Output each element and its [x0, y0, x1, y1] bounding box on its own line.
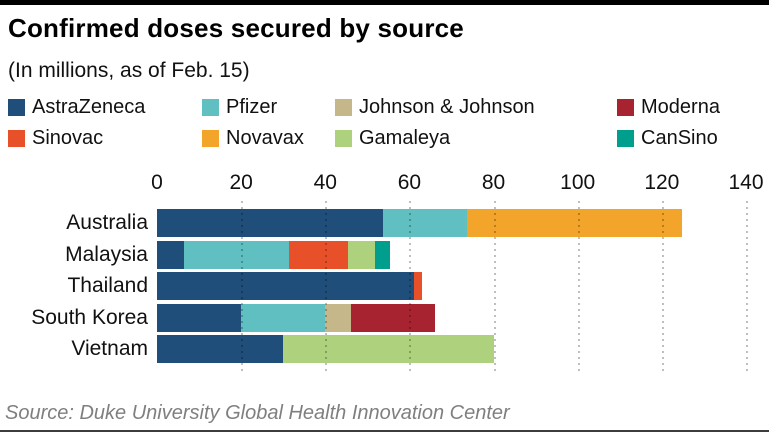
x-axis-tick-40: 40	[313, 171, 337, 194]
category-label-vietnam: Vietnam	[71, 337, 148, 360]
x-axis-tick-100: 100	[560, 171, 596, 194]
bar-row-thailand: Thailand	[0, 272, 769, 300]
x-axis-tick-140: 140	[728, 171, 764, 194]
legend-item-pfizer: Pfizer	[202, 95, 335, 118]
bar-segment-vietnam-gamaleya	[283, 335, 494, 363]
bar-row-australia: Australia	[0, 209, 769, 237]
category-label-australia: Australia	[66, 211, 148, 234]
legend-swatch-johnson-johnson	[335, 98, 352, 116]
legend: AstraZeneca Pfizer Johnson & Johnson Modern…	[8, 95, 764, 149]
bar-segment-malaysia-gamaleya	[347, 240, 375, 269]
x-axis-tick-0: 0	[151, 171, 163, 194]
category-label-malaysia: Malaysia	[65, 242, 148, 266]
legend-swatch-astrazeneca	[8, 98, 25, 116]
legend-swatch-sinovac	[8, 129, 25, 147]
top-accent-bar	[0, 0, 769, 5]
bar-segment-vietnam-astrazeneca	[157, 335, 284, 363]
category-label-south-korea: South Korea	[31, 305, 148, 329]
chart-subtitle: (In millions, as of Feb. 15)	[8, 59, 250, 82]
bar-segment-south-korea-pfizer	[241, 303, 326, 332]
legend-label-gamaleya: Gamaleya	[359, 126, 451, 149]
bar-track-south-korea	[157, 303, 435, 332]
x-axis-tick-60: 60	[397, 171, 422, 194]
bar-row-south-korea: South Korea	[0, 303, 769, 332]
legend-swatch-pfizer	[202, 98, 219, 116]
legend-label-sinovac: Sinovac	[32, 126, 104, 149]
legend-item-moderna: Moderna	[617, 95, 764, 118]
bar-segment-south-korea-moderna	[350, 303, 435, 332]
legend-swatch-cansino	[617, 129, 634, 147]
bar-segment-australia-novavax	[467, 209, 683, 237]
bottom-rule	[0, 430, 769, 432]
legend-label-moderna: Moderna	[641, 95, 720, 118]
bar-track-malaysia	[157, 240, 390, 269]
legend-label-astrazeneca: AstraZeneca	[32, 95, 146, 118]
bar-track-australia	[157, 209, 683, 237]
x-axis-tick-120: 120	[644, 171, 680, 194]
bar-track-thailand	[157, 272, 423, 300]
bar-row-malaysia: Malaysia	[0, 240, 769, 269]
bar-segment-australia-astrazeneca	[157, 209, 384, 237]
x-axis-tick-20: 20	[229, 171, 253, 194]
legend-item-sinovac: Sinovac	[8, 126, 202, 149]
legend-swatch-moderna	[617, 98, 634, 116]
category-label-thailand: Thailand	[67, 274, 148, 297]
legend-item-cansino: CanSino	[617, 126, 764, 149]
bar-segment-malaysia-sinovac	[289, 240, 348, 269]
legend-item-johnson-johnson: Johnson & Johnson	[335, 95, 617, 118]
bar-segment-malaysia-astrazeneca	[157, 240, 184, 269]
chart-title: Confirmed doses secured by source	[8, 13, 464, 43]
source-credit: Source: Duke University Global Health In…	[5, 402, 510, 424]
legend-item-novavax: Novavax	[202, 126, 335, 149]
bar-segment-thailand-sinovac	[413, 272, 423, 300]
bar-segment-australia-pfizer	[383, 209, 468, 237]
legend-swatch-gamaleya	[335, 129, 352, 147]
bar-segment-malaysia-cansino	[374, 240, 390, 269]
bar-track-vietnam	[157, 335, 494, 363]
legend-label-novavax: Novavax	[226, 126, 304, 149]
bar-segment-malaysia-pfizer	[183, 240, 290, 269]
bar-segment-thailand-astrazeneca	[157, 272, 414, 300]
legend-label-cansino: CanSino	[641, 126, 718, 149]
x-axis-tick-80: 80	[481, 171, 506, 194]
x-axis: 0 20 40 60 80 100 120 140	[0, 171, 769, 195]
bar-row-vietnam: Vietnam	[0, 335, 769, 363]
legend-item-gamaleya: Gamaleya	[335, 126, 617, 149]
legend-label-johnson-johnson: Johnson & Johnson	[359, 95, 535, 118]
legend-swatch-novavax	[202, 129, 219, 147]
legend-label-pfizer: Pfizer	[226, 95, 278, 118]
bar-segment-south-korea-astrazeneca	[157, 303, 242, 332]
bar-segment-south-korea-johnson-johnson	[325, 303, 351, 332]
legend-item-astrazeneca: AstraZeneca	[8, 95, 202, 118]
